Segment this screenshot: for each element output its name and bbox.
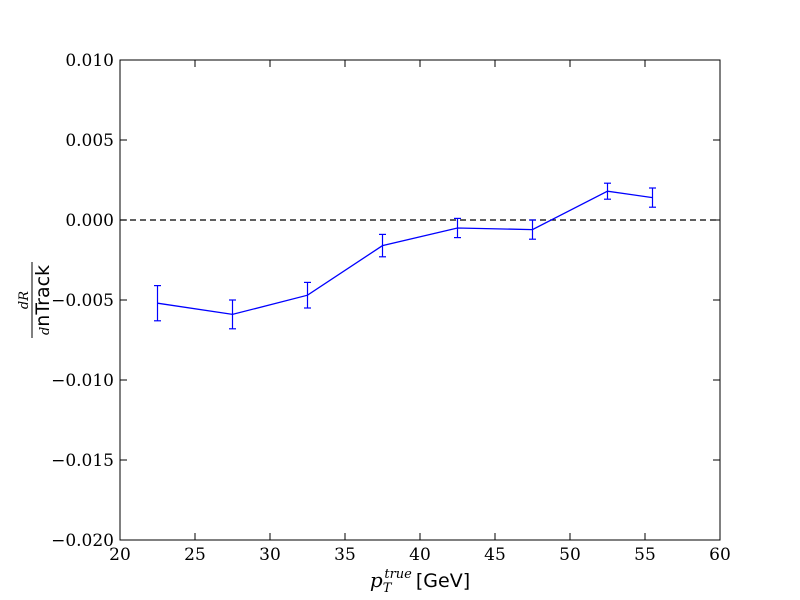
y-tick-label: 0.005: [65, 131, 114, 151]
plot-frame: [119, 59, 721, 541]
x-axis-ticks: 20 25 30 35 40 45 50 55 60: [109, 60, 731, 565]
error-bar: [649, 187, 656, 208]
x-tick-label: 25: [184, 545, 206, 565]
y-tick-label: −0.005: [51, 291, 114, 311]
y-tick-label: 0.010: [65, 51, 114, 71]
y-tick-label: 0.000: [65, 211, 114, 231]
y-axis-label-numerator: dR: [17, 291, 32, 309]
error-bar: [154, 285, 161, 322]
error-bar: [229, 299, 236, 330]
x-tick-label: 20: [109, 545, 131, 565]
y-tick-label: −0.010: [51, 371, 114, 391]
x-tick-label: 30: [259, 545, 281, 565]
x-tick-label: 50: [559, 545, 581, 565]
x-tick-label: 40: [409, 545, 431, 565]
y-axis-label: dR dnTrack: [17, 262, 54, 338]
y-tick-label: −0.015: [51, 451, 114, 471]
x-axis-label: pTtrue [GeV]: [370, 567, 470, 596]
y-axis-ticks: −0.020 −0.015 −0.010 −0.005 0.000 0.005 0.010: [51, 51, 720, 551]
error-bar: [379, 233, 386, 258]
x-tick-label: 55: [634, 545, 656, 565]
error-bar: [529, 219, 536, 240]
x-tick-label: 35: [334, 545, 356, 565]
series-line: [157, 190, 653, 316]
series-group: [154, 182, 656, 330]
error-bar: [454, 217, 461, 239]
x-tick-label: 60: [709, 545, 731, 565]
y-axis-label-denominator: dnTrack: [32, 265, 54, 335]
error-bar: [604, 182, 611, 200]
error-bar: [304, 281, 311, 309]
y-tick-label: −0.020: [51, 531, 114, 551]
x-tick-label: 45: [484, 545, 506, 565]
